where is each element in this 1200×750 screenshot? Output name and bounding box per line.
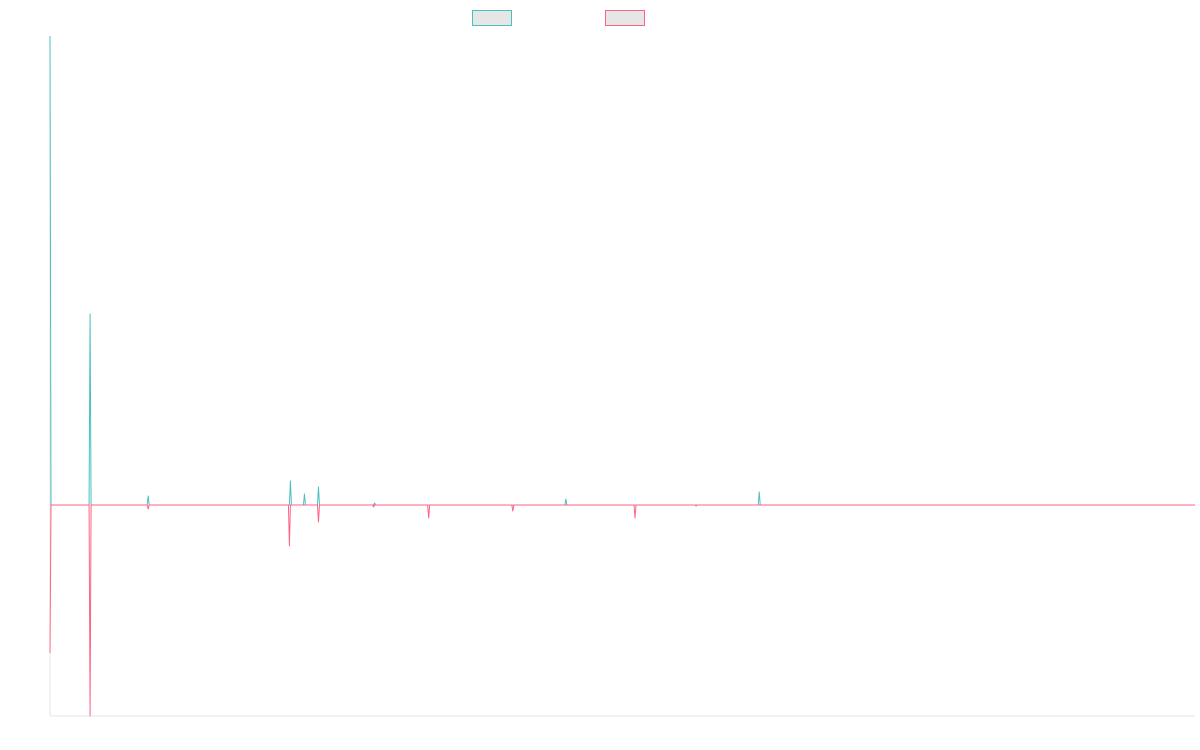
series-layer <box>49 35 1195 717</box>
series-line-1 <box>49 35 1195 506</box>
legend-swatch-1[interactable] <box>472 10 512 26</box>
series-line-2 <box>49 504 1195 717</box>
legend-swatch-2[interactable] <box>605 10 645 26</box>
legend <box>472 10 645 26</box>
axes <box>49 36 1195 717</box>
